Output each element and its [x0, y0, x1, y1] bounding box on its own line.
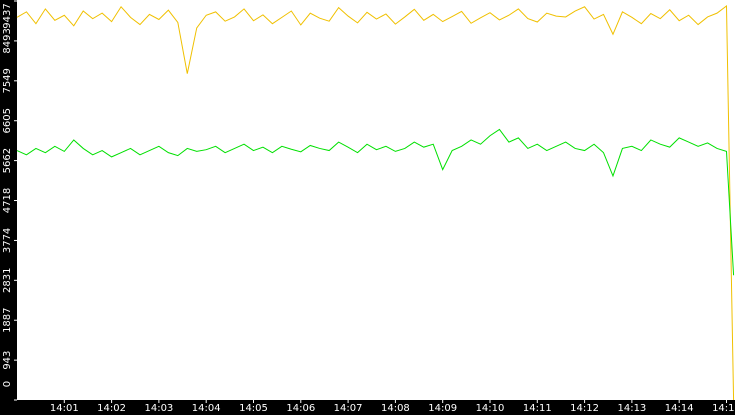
y-tick-label: 5662	[2, 148, 13, 173]
series-line	[16, 128, 735, 276]
x-tick-label: 14:12	[570, 403, 599, 414]
x-tick-label: 14:02	[97, 403, 126, 414]
x-tick-label: 14:15	[712, 403, 735, 414]
series-line	[16, 4, 735, 401]
y-axis-band	[0, 0, 17, 415]
y-tick-label: 2831	[2, 268, 13, 293]
y-tick-label: 3774	[2, 228, 13, 253]
x-tick-label: 14:07	[334, 403, 363, 414]
y-tick-label: 7549	[2, 68, 13, 93]
x-tick-label: 14:10	[476, 403, 505, 414]
y-tick-label: 9437	[2, 3, 13, 28]
x-tick-label: 14:11	[523, 403, 552, 414]
y-tick-label: 0	[2, 381, 13, 387]
x-tick-label: 14:13	[617, 403, 646, 414]
x-tick-label: 14:04	[192, 403, 221, 414]
x-tick-label: 14:01	[50, 403, 79, 414]
x-tick-label: 14:03	[144, 403, 173, 414]
y-tick-label: 943	[2, 351, 13, 370]
x-axis-band	[0, 400, 735, 415]
x-tick-label: 14:08	[381, 403, 410, 414]
x-tick-label: 14:14	[665, 403, 694, 414]
x-tick-label: 14:05	[239, 403, 268, 414]
y-tick-label: 1887	[2, 307, 13, 332]
y-tick-label: 4718	[2, 188, 13, 213]
x-tick-label: 14:06	[286, 403, 315, 414]
x-tick-label: 14:09	[428, 403, 457, 414]
y-tick-label: 6605	[2, 108, 13, 133]
y-tick-label: 8493	[2, 28, 13, 53]
